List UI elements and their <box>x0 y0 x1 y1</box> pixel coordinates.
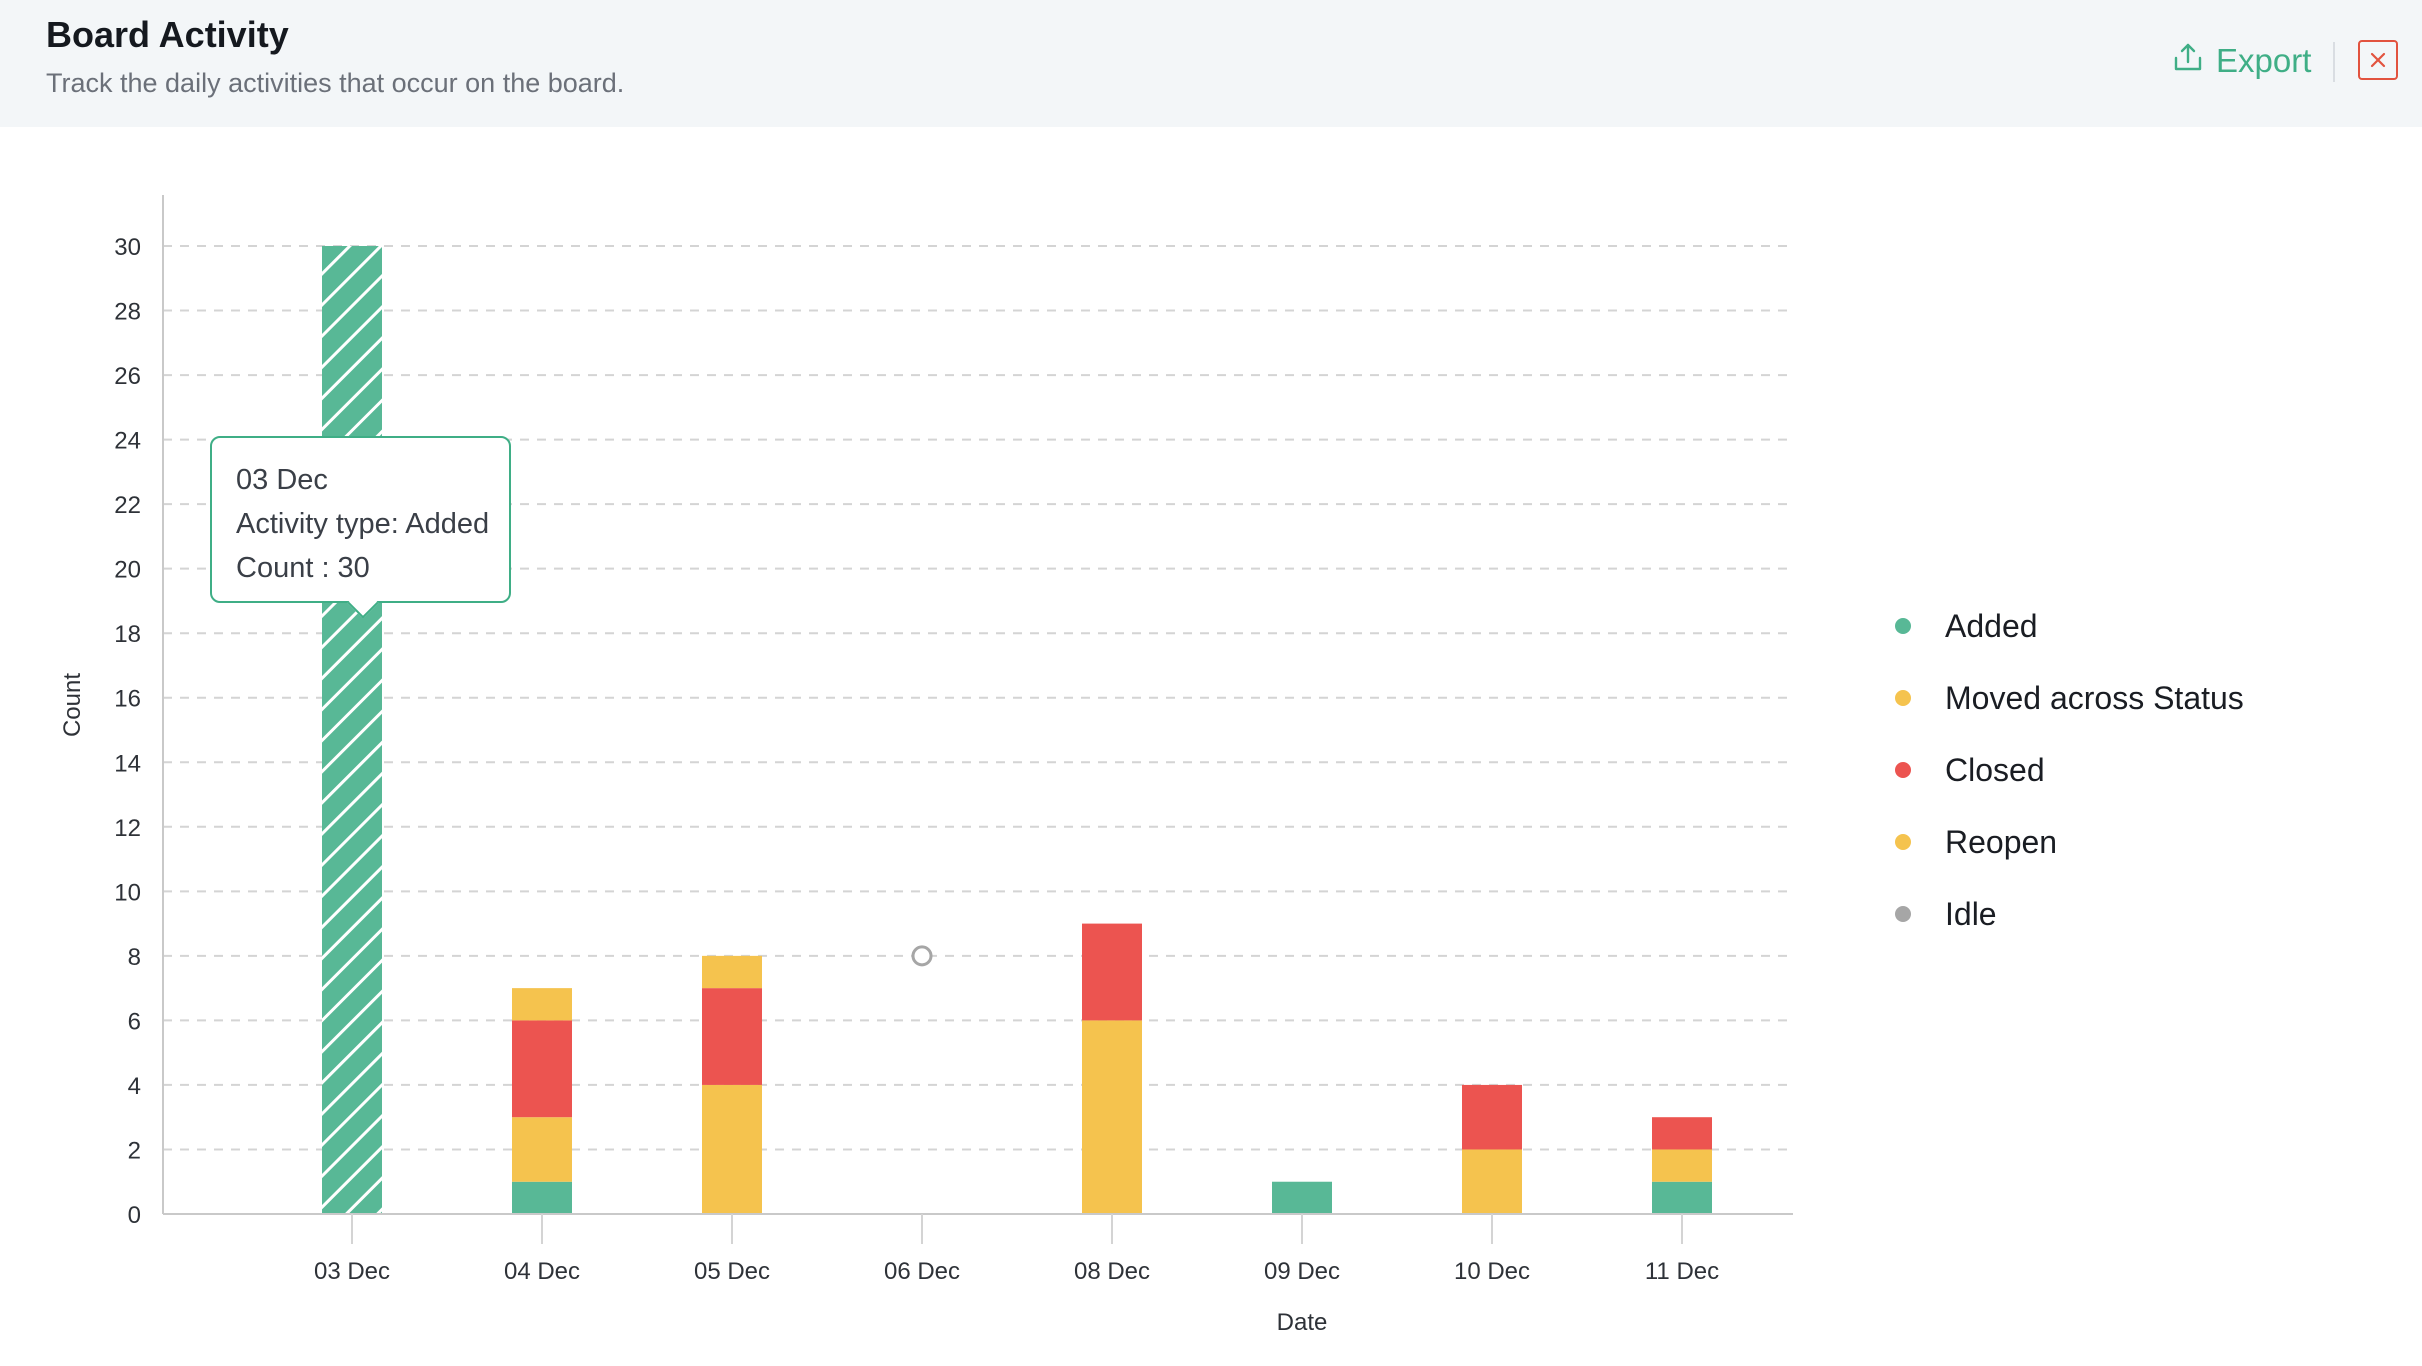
bar-segment-added[interactable] <box>322 246 382 1214</box>
x-tick-label: 06 Dec <box>884 1258 960 1285</box>
tooltip-count: Count : 30 <box>236 552 370 584</box>
legend-label: Added <box>1945 607 2038 644</box>
bar-segment-added[interactable] <box>512 1181 572 1214</box>
panel-header: Board Activity Track the daily activitie… <box>0 0 2422 127</box>
bar-segment-moved-across-status[interactable] <box>702 1084 762 1214</box>
y-tick-label: 30 <box>114 234 141 261</box>
y-tick-label: 8 <box>128 944 141 971</box>
page-subtitle: Track the daily activities that occur on… <box>46 68 625 98</box>
y-tick-label: 0 <box>128 1202 141 1229</box>
y-tick-label: 12 <box>114 815 141 842</box>
legend-label: Reopen <box>1945 823 2058 860</box>
bar-segment-added[interactable] <box>1272 1181 1332 1214</box>
legend-dot <box>1895 834 1911 850</box>
close-button[interactable] <box>2358 40 2398 80</box>
bar-segment-reopen[interactable] <box>702 955 762 989</box>
legend-dot <box>1895 906 1911 922</box>
x-tick-label: 05 Dec <box>694 1258 770 1285</box>
bar-segment-closed[interactable] <box>1082 923 1142 1021</box>
x-tick-label: 03 Dec <box>314 1258 390 1285</box>
y-tick-label: 24 <box>114 428 141 455</box>
y-axis-label: Count <box>59 673 86 737</box>
legend-label: Closed <box>1945 751 2045 788</box>
close-icon <box>2369 51 2387 69</box>
y-tick-label: 2 <box>128 1137 141 1164</box>
legend-dot <box>1895 690 1911 706</box>
x-tick-label: 10 Dec <box>1454 1258 1530 1285</box>
tooltip-date: 03 Dec <box>236 464 328 496</box>
legend-dot <box>1895 762 1911 778</box>
bar-segment-moved-across-status[interactable] <box>512 1117 572 1182</box>
bar-segment-added[interactable] <box>1652 1181 1712 1214</box>
y-tick-label: 28 <box>114 299 141 326</box>
export-button[interactable]: Export <box>2172 38 2311 84</box>
bar-segment-reopen[interactable] <box>512 988 572 1021</box>
x-axis-label: Date <box>1277 1309 1328 1336</box>
chart-tooltip: 03 Dec Activity type: Added Count : 30 <box>210 436 511 619</box>
legend-item-closed[interactable]: Closed <box>1895 734 2244 806</box>
legend-item-moved-across-status[interactable]: Moved across Status <box>1895 662 2244 734</box>
y-tick-label: 6 <box>128 1008 141 1035</box>
x-tick-label: 11 Dec <box>1645 1258 1719 1285</box>
bar-segment-closed[interactable] <box>1462 1084 1522 1150</box>
legend-item-idle[interactable]: Idle <box>1895 878 2244 950</box>
x-tick-label: 09 Dec <box>1264 1258 1340 1285</box>
idle-marker[interactable] <box>911 945 933 967</box>
legend-dot <box>1895 618 1911 634</box>
y-tick-label: 18 <box>114 621 141 648</box>
legend-label: Moved across Status <box>1945 679 2244 716</box>
y-tick-label: 26 <box>114 363 141 390</box>
bar-segment-moved-across-status[interactable] <box>1462 1149 1522 1214</box>
y-tick-label: 20 <box>114 557 141 584</box>
bar-segment-closed[interactable] <box>512 1020 572 1118</box>
y-tick-label: 16 <box>114 686 141 713</box>
page-title: Board Activity <box>46 14 289 55</box>
bar-segment-moved-across-status[interactable] <box>1082 1020 1142 1214</box>
bar-segment-closed[interactable] <box>702 988 762 1085</box>
legend-item-added[interactable]: Added <box>1895 590 2244 662</box>
bar-segment-closed[interactable] <box>1652 1117 1712 1150</box>
upload-icon <box>2172 41 2204 81</box>
export-label: Export <box>2216 42 2312 79</box>
y-tick-label: 14 <box>114 750 141 777</box>
y-tick-label: 10 <box>114 879 141 906</box>
header-divider <box>2333 42 2335 82</box>
legend-label: Idle <box>1945 895 1997 932</box>
y-tick-label: 22 <box>114 492 141 519</box>
chart-legend: Added Moved across Status Closed Reopen Idle <box>1895 590 2244 950</box>
legend-item-reopen[interactable]: Reopen <box>1895 806 2244 878</box>
x-tick-label: 08 Dec <box>1074 1258 1150 1285</box>
x-tick-label: 04 Dec <box>504 1258 580 1285</box>
bar-segment-moved-across-status[interactable] <box>1652 1149 1712 1182</box>
tooltip-activity-type: Activity type: Added <box>236 508 490 540</box>
y-tick-label: 4 <box>128 1073 141 1100</box>
